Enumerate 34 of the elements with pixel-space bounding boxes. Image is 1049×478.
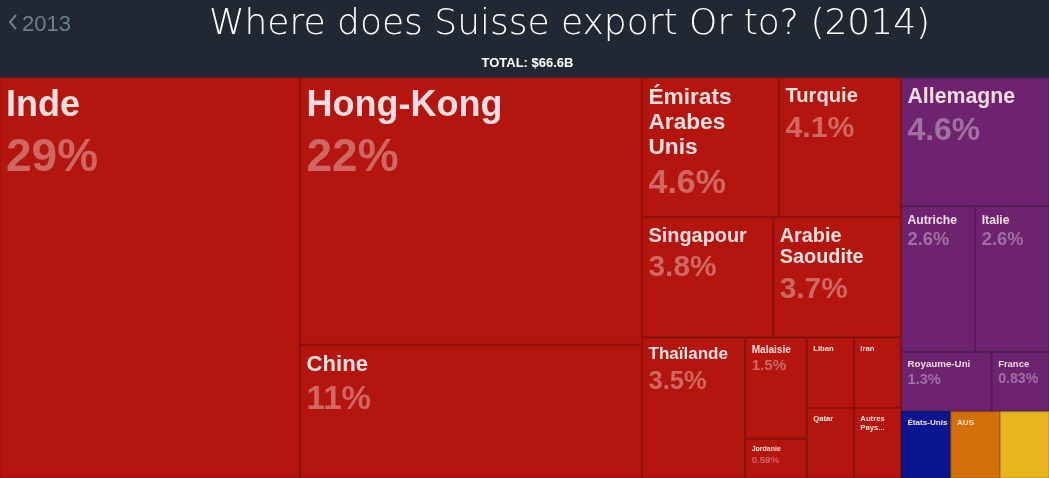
category-label: Inde <box>6 83 81 125</box>
data-label: 0.83% <box>998 370 1039 387</box>
category-label: Singapour <box>648 223 748 246</box>
data-label: 3.8% <box>648 248 717 282</box>
data-label: 0.59% <box>751 453 780 465</box>
text: Where does Suisse export Or to? (2014) <box>208 1 931 42</box>
data-label: 11% <box>306 379 372 417</box>
category-label: Italie <box>981 212 1010 227</box>
category-label: Hong-Kong <box>306 83 503 125</box>
category-label: Autriche <box>907 212 958 227</box>
category-label: États-Unis <box>907 418 948 428</box>
category-label: Chine <box>306 351 368 377</box>
data-label: 3.5% <box>648 365 707 394</box>
category-label: Arabie Saoudite <box>779 223 864 268</box>
category-label: Royaume-Uni <box>907 358 971 370</box>
data-label: 2.6% <box>907 227 950 249</box>
data-label: 4.6% <box>907 110 981 147</box>
data-label: 29% <box>6 128 99 181</box>
category-label: AUS <box>957 418 975 428</box>
category-label: Thaïlande <box>648 344 728 364</box>
category-label: France <box>998 357 1030 369</box>
data-label: 1.3% <box>907 370 941 387</box>
text: TOTAL: $66.6B <box>481 55 574 70</box>
data-label: 2.6% <box>981 227 1024 249</box>
data-label: 4.1% <box>785 109 855 143</box>
data-label: 1.5% <box>751 356 787 374</box>
data-label: 4.6% <box>648 162 726 201</box>
category-label: Malaisie <box>751 344 792 356</box>
text: 2013 <box>22 11 71 36</box>
data-label: 3.7% <box>779 270 848 304</box>
category-label: Turquie <box>785 84 858 107</box>
data-label: 22% <box>306 128 399 181</box>
category-label: Allemagne <box>907 84 1016 109</box>
category-label: Émirats Arabes Unis <box>648 83 732 160</box>
